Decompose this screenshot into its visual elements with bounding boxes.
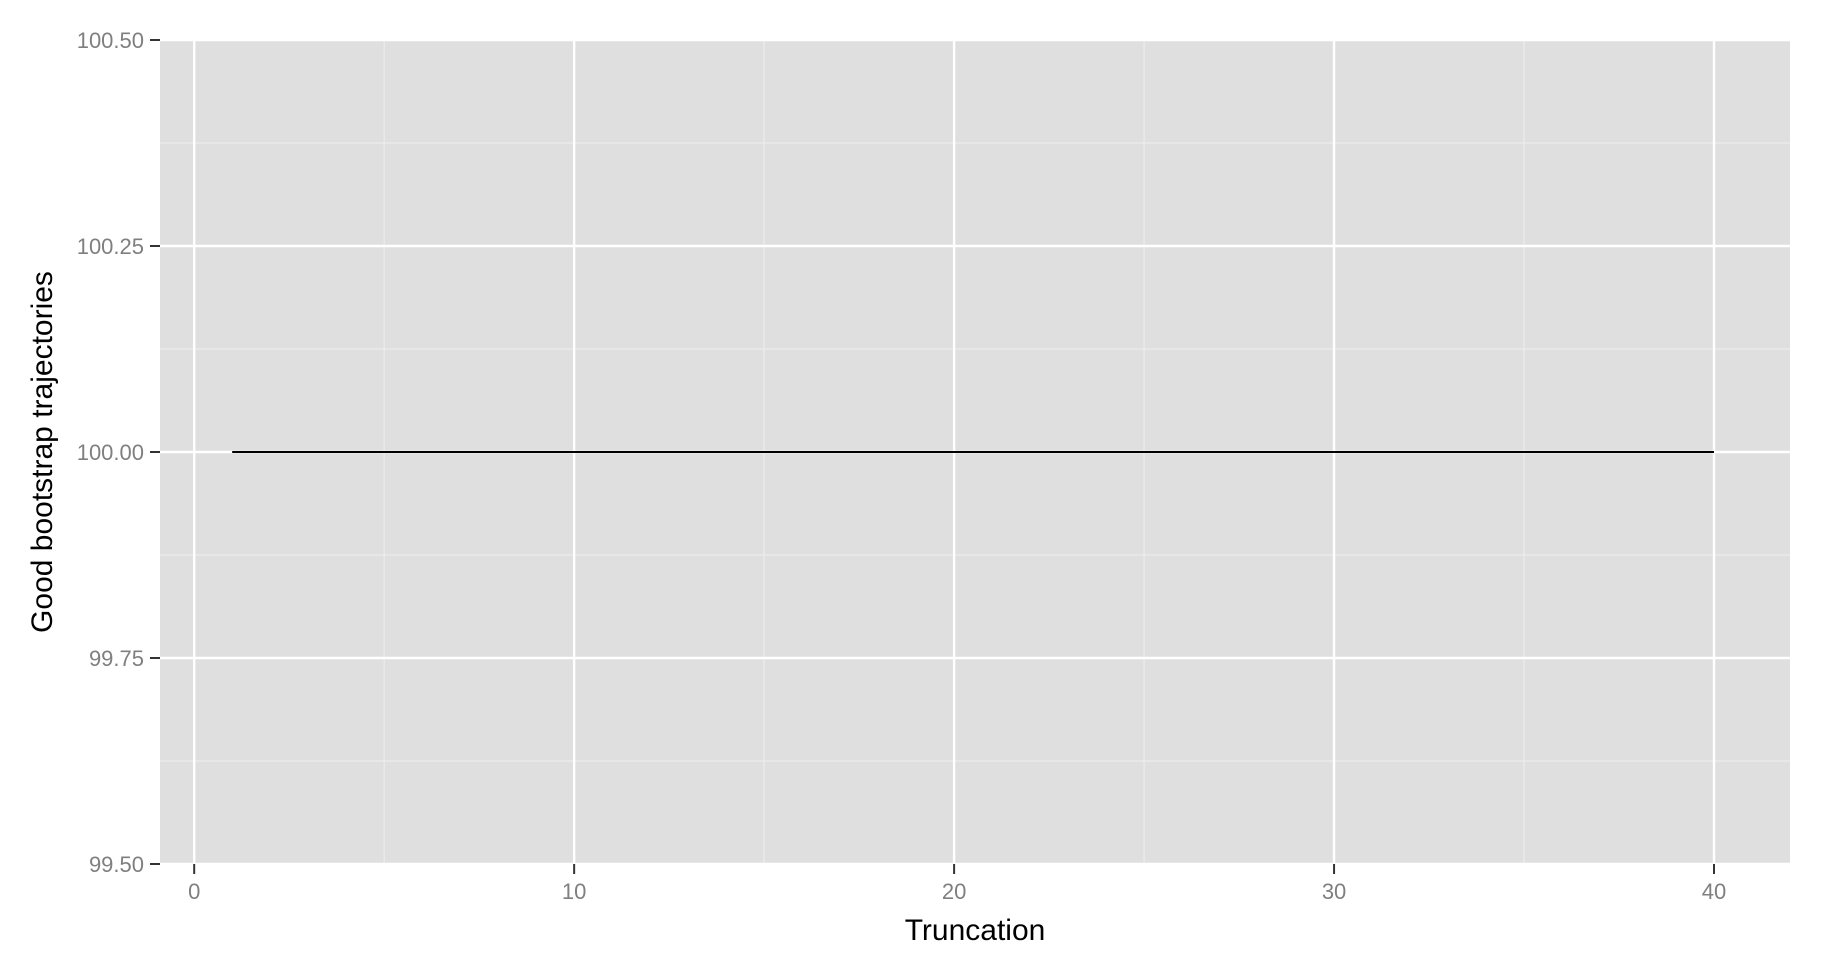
- y-tick-label: 99.50: [89, 852, 144, 877]
- x-tick-label: 40: [1702, 879, 1726, 904]
- y-axis-title: Good bootstrap trajectories: [26, 271, 59, 633]
- x-tick-label: 30: [1322, 879, 1346, 904]
- x-tick-label: 0: [188, 879, 200, 904]
- x-axis-ticks: 0 10 20 30 40: [188, 864, 1726, 904]
- y-tick-label: 100.00: [77, 440, 144, 465]
- x-tick-label: 20: [942, 879, 966, 904]
- x-tick-label: 10: [562, 879, 586, 904]
- y-tick-label: 100.25: [77, 234, 144, 259]
- y-tick-label: 99.75: [89, 646, 144, 671]
- y-axis-ticks: 99.50 99.75 100.00 100.25 100.50: [77, 28, 160, 877]
- y-tick-label: 100.50: [77, 28, 144, 53]
- x-axis-title: Truncation: [905, 914, 1046, 947]
